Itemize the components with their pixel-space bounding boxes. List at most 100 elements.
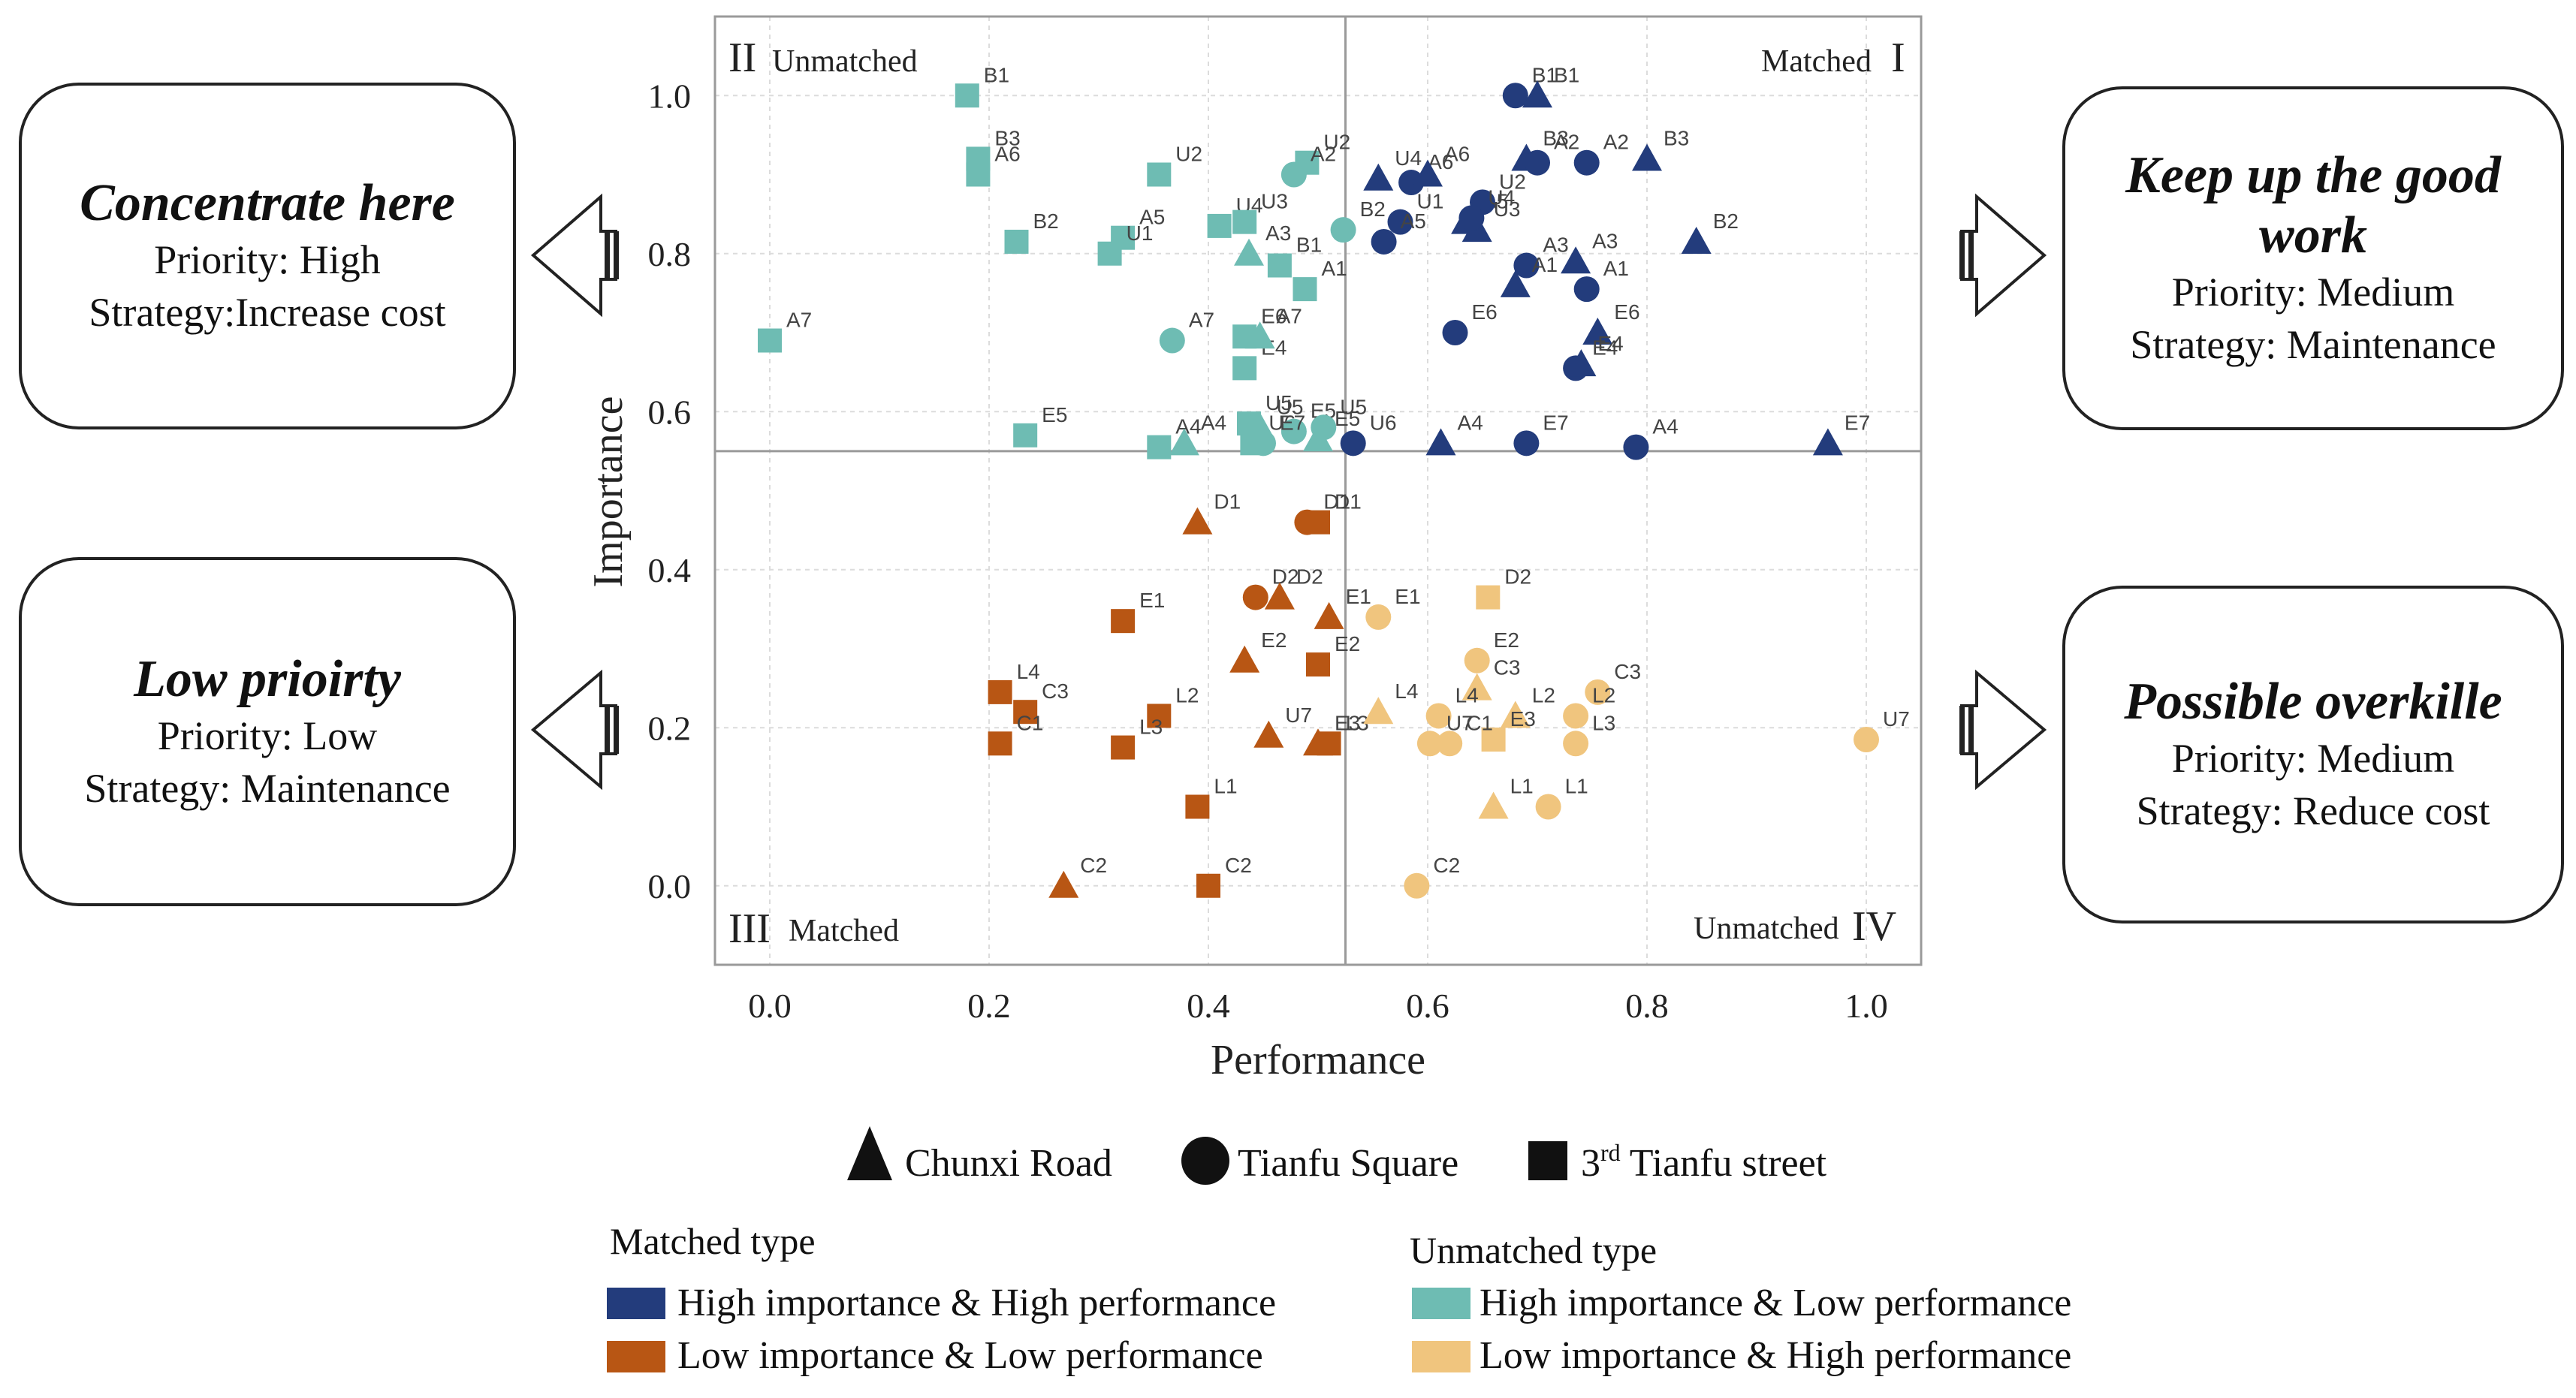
point-label: D1 <box>1335 490 1362 514</box>
x-tick-label: 0.6 <box>1406 987 1449 1025</box>
point-square <box>955 83 979 108</box>
point-label: U2 <box>1499 170 1526 193</box>
point-label: B3 <box>1664 126 1689 149</box>
x-tick-label: 0.8 <box>1625 987 1669 1025</box>
point-label: B3 <box>1543 126 1568 149</box>
data-point: A6 <box>1398 150 1453 196</box>
data-point: D1 <box>1306 490 1362 535</box>
data-point: B1 <box>1267 234 1322 278</box>
point-square <box>1232 356 1257 381</box>
point-circle <box>1159 327 1185 354</box>
point-label: B1 <box>984 63 1009 86</box>
box-low-priority: Low prioirty Priority: Low Strategy: Mai… <box>19 557 516 906</box>
legend-unmatched-title: Unmatched type <box>1410 1229 1657 1271</box>
point-square <box>1232 209 1257 234</box>
right-arrow-bottom-icon <box>1959 669 2047 791</box>
data-point: E1 <box>1365 585 1421 630</box>
point-circle <box>1387 209 1413 235</box>
data-point: A1 <box>1500 253 1558 297</box>
box-concentrate-here: Concentrate here Priority: High Strategy… <box>19 83 516 429</box>
point-square <box>1267 253 1292 278</box>
point-triangle <box>1425 428 1456 456</box>
data-point: U1 <box>1387 190 1443 235</box>
box-strategy: Strategy:Increase cost <box>89 290 446 335</box>
point-triangle <box>1582 318 1613 345</box>
data-point: A1 <box>1573 257 1629 303</box>
point-square <box>1004 229 1029 254</box>
point-label: L3 <box>1592 711 1615 734</box>
point-label: U4 <box>1395 146 1422 170</box>
point-circle <box>1513 252 1540 279</box>
point-square <box>988 679 1012 704</box>
box-title: Low prioirty <box>134 649 401 708</box>
data-point: U7 <box>1416 711 1474 757</box>
point-label: B2 <box>1713 209 1739 233</box>
point-label: U5 <box>1340 395 1367 418</box>
data-point: L4 <box>1425 683 1479 729</box>
x-axis-label: Performance <box>1211 1037 1425 1083</box>
plot-frame <box>713 15 1923 966</box>
data-point: E3 <box>1481 707 1536 752</box>
data-point: A7 <box>1244 304 1302 349</box>
point-label: U5 <box>1265 391 1293 414</box>
data-point: L1 <box>1535 775 1588 820</box>
data-point: U5 <box>1237 391 1293 436</box>
point-label: A2 <box>1603 131 1629 154</box>
legend-hilo-swatch <box>1412 1288 1470 1319</box>
point-label: E2 <box>1261 628 1286 652</box>
point-circle <box>1330 217 1356 243</box>
point-triangle <box>1314 601 1344 629</box>
point-label: E3 <box>1510 707 1536 731</box>
point-label: E4 <box>1597 332 1623 355</box>
point-circle <box>1573 276 1600 303</box>
point-triangle <box>1632 143 1662 171</box>
point-triangle <box>1182 507 1213 535</box>
point-square <box>1207 213 1232 238</box>
point-circle <box>1502 83 1528 109</box>
left-arrow-top-icon <box>530 193 619 318</box>
box-strategy: Strategy: Maintenance <box>84 765 451 811</box>
point-label: U2 <box>1323 131 1350 154</box>
data-point: L4 <box>988 660 1040 704</box>
data-point: A7 <box>758 309 812 353</box>
box-priority: Priority: High <box>154 237 381 282</box>
data-point: U4 <box>1363 146 1422 191</box>
point-triangle <box>1522 80 1552 108</box>
point-square <box>1293 277 1317 302</box>
point-triangle <box>1500 270 1531 297</box>
data-point: E5 <box>1303 407 1360 452</box>
x-tick-label: 0.0 <box>748 987 792 1025</box>
point-triangle <box>1253 720 1284 748</box>
point-label: U7 <box>1883 707 1910 731</box>
y-tick-label: 0.8 <box>648 235 692 273</box>
data-point: A7 <box>1159 309 1214 354</box>
point-label: B2 <box>1033 209 1059 233</box>
point-square <box>1147 704 1172 728</box>
point-label: E4 <box>1592 336 1618 359</box>
point-label: A4 <box>1175 415 1201 438</box>
point-circle <box>1425 703 1452 729</box>
point-square <box>1476 585 1501 610</box>
point-label: U5 <box>1277 395 1304 418</box>
point-label: B1 <box>1296 234 1322 257</box>
box-title: Possible overkille <box>2124 673 2502 731</box>
data-point: A1 <box>1293 257 1347 302</box>
data-point: B1 <box>955 63 1009 108</box>
point-label: L2 <box>1592 683 1615 707</box>
point-triangle <box>1812 428 1843 456</box>
point-triangle <box>1229 645 1260 673</box>
point-label: E1 <box>1395 585 1420 608</box>
point-square <box>966 162 991 187</box>
point-triangle <box>1461 673 1492 701</box>
point-circle <box>1513 430 1540 456</box>
point-square <box>1013 423 1038 447</box>
point-circle <box>1573 149 1600 176</box>
point-label: E6 <box>1614 300 1639 324</box>
box-priority: Priority: Medium <box>2171 736 2455 781</box>
legend-chunxi-road: Chunxi Road <box>905 1142 1112 1185</box>
point-label: A1 <box>1321 257 1347 280</box>
point-label: C1 <box>1017 711 1044 734</box>
point-label: A1 <box>1532 253 1558 276</box>
